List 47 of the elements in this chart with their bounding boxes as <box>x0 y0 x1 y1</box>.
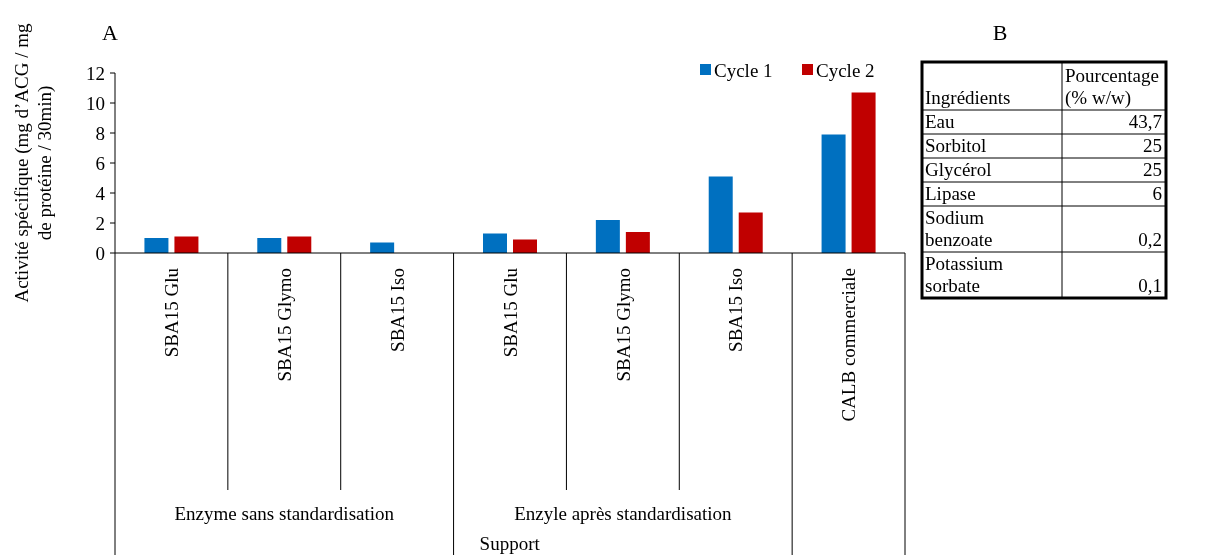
y-tick-label: 2 <box>95 212 105 234</box>
y-tick-label: 12 <box>86 62 105 84</box>
text: 0,2 <box>1138 229 1162 250</box>
x-axis-title: Support <box>479 533 541 554</box>
text: 6 <box>1152 183 1162 204</box>
x-tick-label: SBA15 Glu <box>499 267 521 358</box>
bar <box>483 233 507 253</box>
text: 25 <box>1143 159 1162 180</box>
category-label: Sorbitol <box>925 135 987 156</box>
text: Pourcentage (% w/w) <box>1065 65 1159 109</box>
bar <box>595 220 620 253</box>
x-tick-label: SBA15 Glymo <box>273 268 295 382</box>
text: Ingrédients <box>925 87 1011 108</box>
y-tick-label: 10 <box>86 92 105 114</box>
bar <box>738 212 763 253</box>
bar <box>287 236 312 253</box>
category-label: Lipase <box>925 183 976 204</box>
bar <box>851 92 876 253</box>
x-tick-label: SBA15 Iso <box>386 268 408 352</box>
text: B <box>992 20 1008 45</box>
y-tick-label: 4 <box>95 182 106 204</box>
bar <box>174 236 199 253</box>
category-label: Glycérol <box>925 159 992 180</box>
x-tick-label: CALB commerciale <box>838 268 860 422</box>
x-tick-label: SBA15 Glymo <box>612 268 634 382</box>
y-tick-label: 0 <box>95 242 105 264</box>
category-label: Potassium sorbate <box>925 253 1004 296</box>
text: Enzyme sans standardisation <box>174 503 395 524</box>
legend-label: Cycle 2 <box>816 59 875 81</box>
y-tick-label: 6 <box>95 152 105 174</box>
bar <box>144 238 169 253</box>
y-axis-title: Activité spécifique (mg d’ACG / mg de protéine / 30min) <box>11 22 56 303</box>
legend-label: Cycle 1 <box>714 59 773 81</box>
bar <box>821 134 846 253</box>
text: 25 <box>1143 135 1162 156</box>
text: 43,7 <box>1128 111 1162 132</box>
x-tick-label: SBA15 Glu <box>161 267 183 358</box>
bar <box>708 176 733 253</box>
x-tick-label: SBA15 Iso <box>725 268 747 352</box>
bar <box>257 238 282 253</box>
bar <box>625 232 650 253</box>
category-label: Eau <box>925 111 956 132</box>
text: Enzyle après standardisation <box>514 503 733 524</box>
category-label: Sodium benzoate <box>925 207 993 250</box>
text: 0,1 <box>1138 275 1162 296</box>
chart-title: A <box>102 20 119 45</box>
y-tick-label: 8 <box>95 122 105 144</box>
